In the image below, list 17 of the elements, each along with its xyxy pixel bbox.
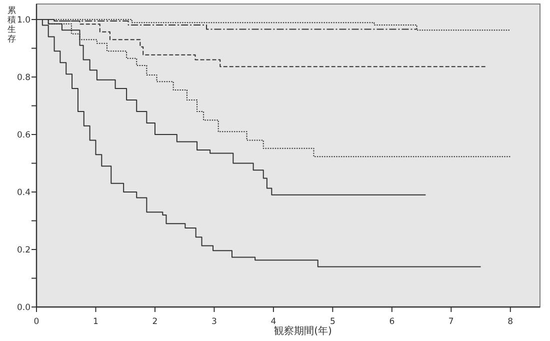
y-tick-label: 0.2: [16, 246, 30, 256]
y-tick-label: 0.4: [16, 188, 30, 198]
x-tick-label: 5: [330, 317, 336, 327]
x-tick-label: 8: [508, 317, 514, 327]
y-axis-title: 累積生存: [8, 5, 16, 44]
y-tick-label: 0.0: [16, 303, 30, 313]
x-tick-label: 0: [34, 317, 40, 327]
x-tick-label: 6: [389, 317, 395, 327]
x-tick-label: 2: [152, 317, 158, 327]
y-tick-label: 0.6: [16, 130, 30, 141]
x-tick-label: 4: [270, 317, 276, 327]
x-tick-label: 3: [211, 317, 217, 327]
x-axis-title: 観察期間(年): [274, 325, 332, 337]
x-tick-label: 7: [448, 317, 454, 327]
y-tick-label: 0.8: [16, 73, 30, 84]
x-tick-label: 1: [93, 317, 98, 327]
y-tick-label: 1.0: [16, 16, 30, 26]
